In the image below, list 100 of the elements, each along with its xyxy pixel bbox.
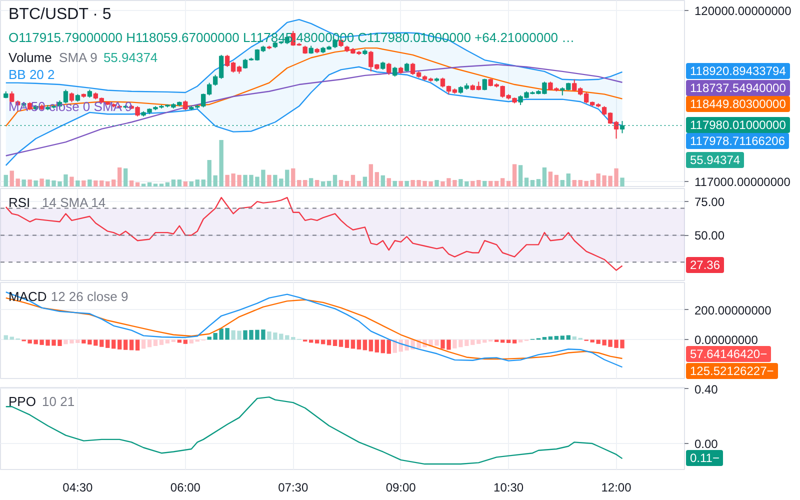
- bar: [512, 164, 517, 186]
- bar: [303, 180, 308, 186]
- bar: [100, 340, 104, 347]
- bar: [88, 180, 92, 186]
- bar: [572, 180, 576, 186]
- x-tick-label: 09:00: [386, 480, 416, 494]
- text: RSI: [8, 195, 30, 210]
- bar: [620, 178, 624, 186]
- bar: [177, 180, 182, 186]
- bar: [386, 340, 391, 354]
- x-tick-label: 10:30: [494, 480, 524, 494]
- bar: [106, 181, 110, 186]
- bar: [135, 182, 140, 186]
- bar: [70, 176, 74, 186]
- line-series: [5, 396, 623, 465]
- bar: [201, 180, 206, 186]
- bar: [34, 180, 38, 186]
- y-tick-label: 0.00: [694, 437, 718, 452]
- bar: [183, 340, 188, 344]
- bar: [189, 340, 194, 344]
- bar: [308, 340, 314, 343]
- bar: [554, 174, 559, 186]
- bar: [566, 173, 570, 186]
- bar: [368, 164, 374, 186]
- text: 117978.71166206: [686, 133, 789, 150]
- x-tick-label: 04:30: [62, 480, 94, 494]
- bar: [117, 340, 122, 350]
- bar: [530, 180, 535, 186]
- bar: [344, 180, 350, 186]
- line-series: [5, 291, 623, 368]
- bar: [141, 184, 146, 186]
- bar: [338, 180, 344, 186]
- bar: [482, 340, 487, 343]
- bar: [524, 178, 529, 186]
- bar: [536, 179, 541, 186]
- bar: [308, 178, 314, 186]
- y-tick-label: 0.40: [694, 382, 718, 396]
- text: 12 26 close 9: [50, 289, 128, 304]
- bar: [518, 165, 523, 186]
- bar: [506, 180, 511, 186]
- bar: [518, 340, 523, 342]
- bar: [40, 178, 44, 186]
- bar: [362, 340, 368, 350]
- bar: [100, 180, 104, 186]
- chart-title: Volume: [8, 50, 52, 65]
- bar: [147, 182, 152, 186]
- bar: [332, 340, 338, 346]
- bar: [94, 180, 98, 186]
- bar: [10, 170, 14, 186]
- bar: [386, 178, 391, 186]
- bar: [560, 180, 565, 186]
- x-tick-label: 07:30: [278, 480, 308, 494]
- chart-title: BTC/USDT · 5: [8, 6, 112, 23]
- bar: [380, 175, 385, 186]
- y-tick-label: 117000.00000000: [694, 174, 791, 189]
- line-series: [5, 47, 623, 127]
- candlestick: [183, 100, 188, 111]
- bar: [4, 335, 8, 340]
- text: 27.36: [686, 257, 724, 274]
- line-series: [5, 18, 623, 94]
- bar: [4, 174, 8, 186]
- bar: [82, 180, 86, 186]
- bar: [542, 167, 547, 186]
- bar: [123, 340, 128, 350]
- text: 118737.54940000: [686, 80, 790, 96]
- bar: [326, 340, 332, 346]
- bar: [566, 335, 570, 340]
- bar: [183, 181, 188, 186]
- bar: [374, 340, 380, 352]
- x-tick-label: 12:00: [601, 480, 632, 494]
- y-tick-label: 50.00: [694, 228, 725, 243]
- bar: [350, 174, 356, 186]
- bar: [392, 180, 397, 186]
- bar: [129, 340, 134, 350]
- bar: [171, 180, 176, 186]
- bar: [165, 340, 170, 344]
- text: 125.52126227−: [686, 362, 778, 378]
- bar: [320, 340, 326, 344]
- annotation: 55.94374: [103, 50, 158, 65]
- bar: [350, 340, 356, 349]
- bar: [314, 180, 320, 186]
- bar: [434, 180, 439, 186]
- text: PPO: [8, 394, 36, 409]
- candlestick: [392, 66, 398, 78]
- line-series: [5, 196, 623, 271]
- bar: [314, 340, 320, 344]
- bar: [482, 180, 487, 186]
- bar: [147, 340, 152, 348]
- bar: [76, 180, 80, 186]
- bar: [159, 340, 164, 345]
- bar: [28, 180, 32, 186]
- bar: [512, 340, 517, 344]
- bar: [153, 340, 158, 346]
- bar: [112, 340, 116, 349]
- x-tick-label: 06:00: [170, 480, 201, 494]
- bar: [159, 184, 164, 186]
- bar: [22, 180, 26, 186]
- bar: [356, 340, 362, 350]
- text: 14 SMA 14: [42, 195, 106, 210]
- bar: [578, 180, 582, 186]
